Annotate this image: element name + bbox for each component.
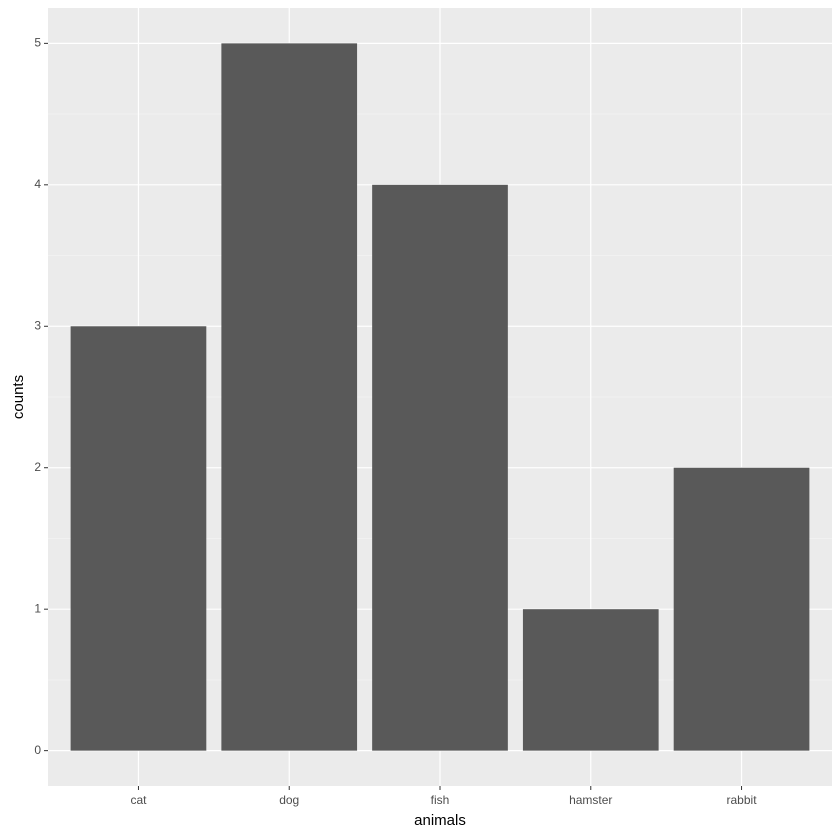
bar <box>70 326 207 751</box>
x-tick-label: cat <box>130 793 147 807</box>
y-tick-label: 5 <box>34 36 41 50</box>
y-axis-title: counts <box>10 375 27 419</box>
bar <box>372 184 508 751</box>
y-tick-label: 4 <box>34 177 41 191</box>
x-tick-label: dog <box>279 793 299 807</box>
x-tick-label: hamster <box>569 793 612 807</box>
x-tick-label: fish <box>431 793 450 807</box>
bar <box>673 467 810 751</box>
y-tick-label: 2 <box>34 460 41 474</box>
x-tick-label: rabbit <box>727 793 758 807</box>
bar <box>221 43 358 751</box>
y-tick-label: 1 <box>34 601 41 615</box>
y-tick-label: 0 <box>34 743 41 757</box>
y-tick-label: 3 <box>34 318 41 332</box>
x-axis-title: animals <box>414 812 466 829</box>
marks <box>70 43 810 751</box>
bar <box>522 609 659 751</box>
